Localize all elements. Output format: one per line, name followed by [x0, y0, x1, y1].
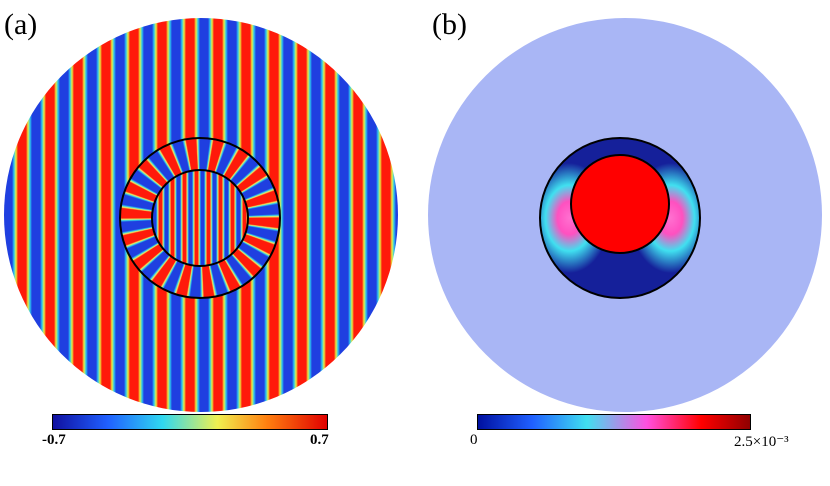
core	[570, 154, 670, 254]
colorbar	[52, 414, 328, 430]
panel-label: (b)	[432, 8, 467, 41]
core	[151, 169, 249, 267]
colorbar-min: -0.7	[42, 432, 66, 448]
panel-label: (a)	[4, 8, 38, 41]
colorbar-max: 0.7	[310, 432, 329, 448]
colorbar-max: 2.5×10⁻³	[734, 434, 789, 450]
colorbar-min: 0	[470, 432, 478, 448]
colorbar	[477, 414, 751, 430]
